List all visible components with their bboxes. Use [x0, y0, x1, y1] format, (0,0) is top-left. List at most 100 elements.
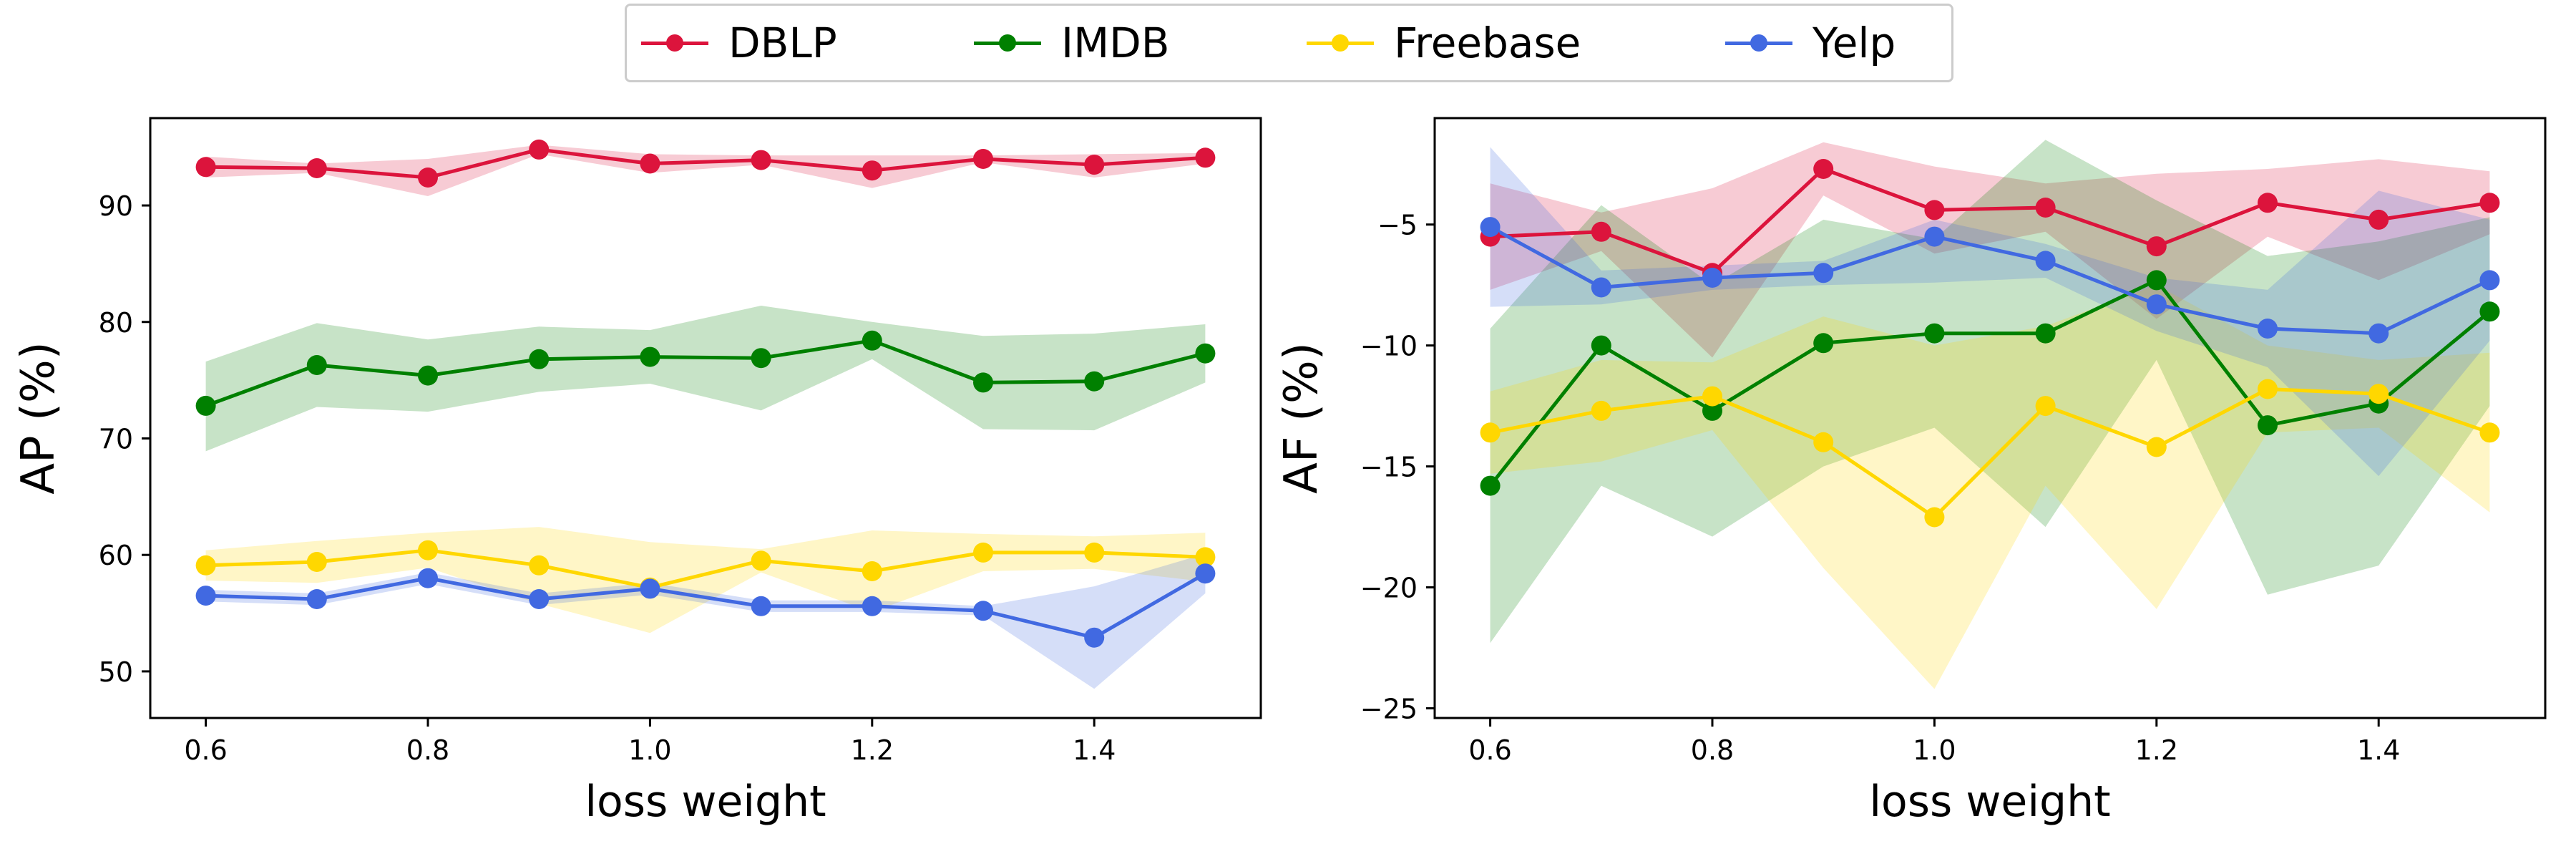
- af--point-dblp: [2035, 198, 2056, 218]
- ap--point-yelp: [306, 589, 327, 609]
- af--point-yelp: [1702, 268, 1722, 288]
- ap--point-yelp: [1195, 563, 1216, 584]
- af--point-yelp: [1591, 277, 1611, 298]
- af--point-freebase: [2146, 437, 2167, 457]
- ap--point-dblp: [306, 158, 327, 178]
- ap--point-yelp: [195, 586, 216, 606]
- af--point-yelp: [2258, 319, 2278, 339]
- ap--x-tick-label: 1.2: [851, 734, 894, 766]
- ap--point-dblp: [418, 168, 438, 188]
- af--line-dblp: [1490, 167, 2490, 275]
- legend-label-freebase: Freebase: [1394, 19, 1581, 67]
- af--point-imdb: [2258, 415, 2278, 436]
- ap--point-freebase: [306, 552, 327, 572]
- ap--point-dblp: [529, 139, 550, 160]
- ap--y-tick-label: 80: [99, 307, 133, 339]
- ap--x-tick-label: 1.0: [628, 734, 671, 766]
- af--x-axis-label: loss weight: [1869, 777, 2110, 827]
- af--point-dblp: [1591, 221, 1611, 242]
- ap--point-imdb: [529, 349, 550, 369]
- legend: DBLP IMDB Freebase Yelp: [625, 4, 1953, 82]
- af--band-yelp: [1490, 147, 2490, 477]
- ap--x-axis-label: loss weight: [585, 777, 826, 827]
- af--x-tick-label: 0.8: [1691, 734, 1734, 766]
- ap--y-tick-label: 50: [99, 656, 133, 688]
- legend-label-yelp: Yelp: [1813, 19, 1896, 67]
- ap--point-imdb: [640, 346, 660, 367]
- af--point-imdb: [1591, 335, 1611, 356]
- legend-swatch-freebase: [1307, 29, 1374, 57]
- af--point-imdb: [1813, 333, 1834, 354]
- legend-marker-freebase: [1332, 34, 1349, 52]
- af--point-imdb: [2146, 270, 2167, 291]
- ap--point-yelp: [529, 589, 550, 609]
- ap--point-dblp: [973, 149, 993, 169]
- af--point-yelp: [2146, 294, 2167, 315]
- ap--point-imdb: [751, 348, 771, 369]
- af--x-tick-label: 1.2: [2135, 734, 2178, 766]
- af--point-freebase: [1924, 507, 1945, 528]
- af--point-yelp: [2368, 323, 2389, 344]
- af--y-tick-label: −10: [1360, 331, 1418, 362]
- af--line-yelp: [1489, 225, 2491, 336]
- ap--y-tick-label: 70: [99, 423, 133, 455]
- af--x-tick-label: 1.4: [2357, 734, 2400, 766]
- ap--point-imdb: [1195, 343, 1216, 364]
- ap--point-dblp: [751, 150, 771, 170]
- ap--x-tick-label: 0.8: [406, 734, 449, 766]
- af--y-tick-label: −25: [1360, 693, 1418, 724]
- ap--point-imdb: [973, 372, 993, 393]
- legend-label-dblp: DBLP: [728, 19, 837, 67]
- ap--point-freebase: [1195, 547, 1216, 568]
- af--band-dblp: [1490, 142, 2490, 358]
- legend-swatch-dblp: [641, 29, 708, 57]
- ap--point-yelp: [973, 601, 993, 621]
- af--point-yelp: [1813, 263, 1834, 283]
- ap--point-freebase: [751, 550, 771, 571]
- ap--point-dblp: [640, 153, 660, 174]
- af--x-tick-label: 1.0: [1913, 734, 1956, 766]
- af--line-freebase: [1490, 387, 2491, 519]
- ap--point-dblp: [195, 157, 216, 178]
- af--point-dblp: [1924, 200, 1945, 220]
- ap--point-dblp: [862, 160, 882, 181]
- af--point-freebase: [1813, 432, 1834, 452]
- af--y-tick-label: −20: [1360, 573, 1418, 604]
- ap--point-freebase: [862, 561, 882, 581]
- af--band-imdb: [1490, 140, 2490, 644]
- af--y-tick-label: −5: [1377, 210, 1418, 241]
- ap--axes-frame: [149, 117, 1262, 719]
- ap--point-yelp: [862, 596, 882, 616]
- af--point-yelp: [1480, 217, 1501, 238]
- af--line-imdb: [1488, 278, 2491, 487]
- ap--band-imdb: [205, 306, 1206, 452]
- legend-item-imdb: IMDB: [974, 6, 1170, 80]
- af--point-freebase: [2035, 396, 2056, 417]
- ap--y-axis-label: AP (%): [12, 341, 65, 494]
- af--point-imdb: [1702, 400, 1722, 421]
- legend-item-dblp: DBLP: [641, 6, 837, 80]
- af--axes-frame: [1433, 117, 2547, 719]
- af--point-imdb: [2035, 323, 2056, 344]
- ap--point-imdb: [306, 355, 327, 375]
- ap--y-tick-label: 90: [99, 190, 133, 222]
- ap--point-imdb: [1084, 371, 1105, 392]
- af--point-freebase: [1480, 422, 1501, 443]
- ap--point-freebase: [529, 555, 550, 576]
- af--point-yelp: [2479, 270, 2500, 291]
- ap--x-tick-label: 0.6: [184, 734, 227, 766]
- af--y-axis-label: AF (%): [1275, 342, 1328, 494]
- af--band-freebase: [1490, 285, 2490, 689]
- ap--point-freebase: [1084, 542, 1105, 563]
- legend-marker-dblp: [666, 34, 683, 52]
- af--point-freebase: [1702, 386, 1722, 407]
- chart-ap: 0.6 0.8 1.0 1.2 1.4 50 60 70 80 90 loss weight AP (…: [12, 117, 1262, 827]
- af--y-tick-label: −15: [1360, 452, 1418, 483]
- ap--point-yelp: [418, 568, 438, 588]
- af--point-freebase: [2258, 379, 2278, 399]
- af--point-yelp: [1924, 226, 1945, 247]
- chart-af: 0.6 0.8 1.0 1.2 1.4 −25 −20 −15 −10 −5 loss weight…: [1275, 117, 2547, 827]
- ap--point-freebase: [973, 542, 993, 563]
- ap--point-imdb: [418, 365, 438, 386]
